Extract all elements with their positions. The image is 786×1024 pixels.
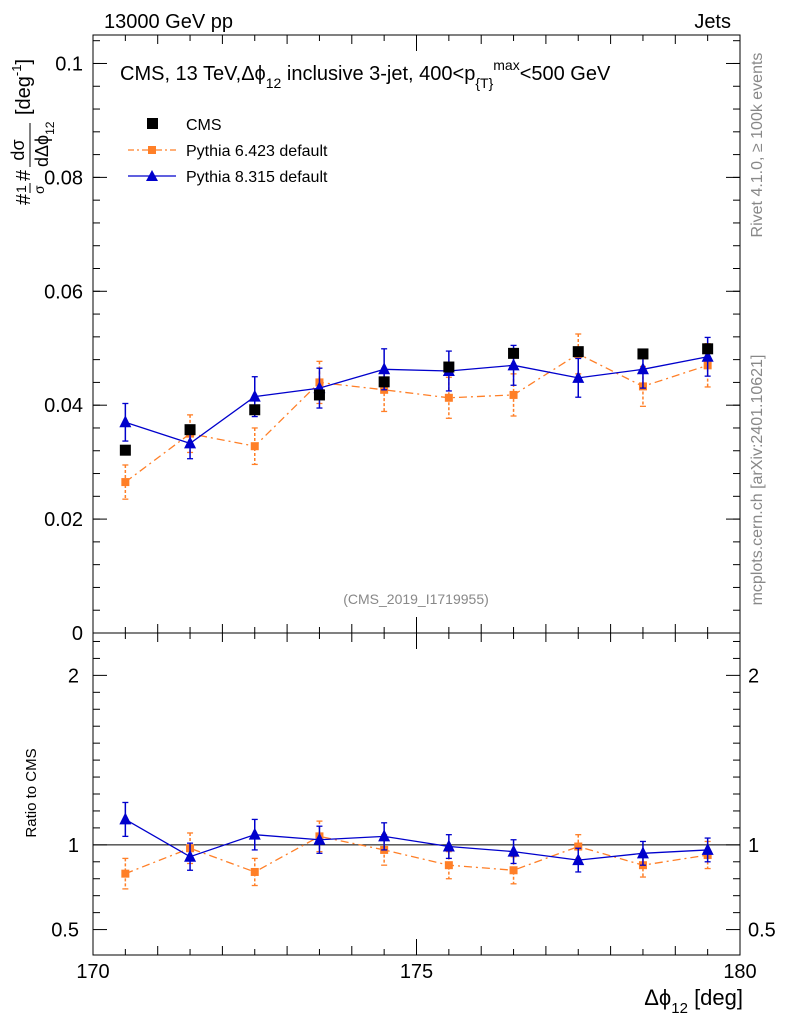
ratio-pythia-6-423-default-point (250, 867, 259, 876)
x-axis-label: Δϕ12 [deg] (644, 985, 743, 1017)
legend-pythia8-marker (146, 170, 158, 181)
main-pythia-8-315-default-point (378, 362, 391, 375)
ratio-pythia-8-315-default-point (636, 846, 649, 859)
ratio-y-tick-label-right: 0.5 (748, 920, 776, 942)
ratio-pythia-6-423-default-point (444, 861, 453, 870)
legend-cms-label: CMS (186, 117, 222, 134)
main-pythia-8-315-default-point (572, 370, 585, 383)
ratio-y-tick-label-right: 2 (748, 665, 759, 687)
main-y-tick-label: 0.08 (44, 167, 83, 189)
main-cms-point (378, 376, 390, 388)
energy-label: 13000 GeV pp (104, 11, 233, 33)
ratio-pythia-6-423-default-point (574, 842, 583, 851)
main-pythia-8-315-default-point (119, 415, 132, 428)
ratio-pythia-8-315-default-point (442, 839, 455, 852)
main-pythia-6-423-default-point (121, 478, 130, 487)
ratio-pythia-8-315-default-point (378, 829, 391, 842)
svg-text:#: # (13, 193, 35, 205)
legend-pythia6-label: Pythia 6.423 default (186, 143, 328, 160)
main-y-tick-label: 0.02 (44, 509, 83, 531)
main-cms-point (249, 404, 261, 416)
main-cms-point (119, 444, 131, 456)
main-pythia-8-315-default-point (184, 436, 197, 449)
main-cms-point (443, 361, 455, 373)
ratio-y-tick-label: 0.5 (51, 920, 79, 942)
main-y-tick-label: 0.1 (55, 53, 83, 75)
legend-cms-marker (147, 118, 158, 129)
main-cms-point (637, 348, 649, 360)
legend-pythia8-label: Pythia 8.315 default (186, 169, 328, 186)
mcplots-label: mcplots.cern.ch [arXiv:2401.10621] (749, 355, 766, 606)
analysis-id-watermark: (CMS_2019_I1719955) (343, 591, 489, 607)
ratio-y-axis-label: Ratio to CMS (23, 748, 40, 837)
x-tick-label: 180 (723, 961, 756, 983)
legend-pythia6-marker (148, 146, 156, 154)
ratio-pythia-8-315-default-line (125, 818, 708, 861)
main-pythia-8-315-default-point (507, 358, 520, 371)
ratio-pythia-8-315-default-point (701, 842, 714, 855)
main-pythia-6-423-default-point (444, 393, 453, 402)
main-data-marks (119, 333, 714, 500)
main-pythia-8-315-default-point (636, 362, 649, 375)
ratio-pythia-8-315-default-point (572, 853, 585, 866)
main-pythia-6-423-default-point (509, 390, 518, 399)
svg-text:dσ: dσ (8, 139, 28, 160)
rivet-version-label: Rivet 4.1.0, ≥ 100k events (749, 53, 766, 238)
legend: CMS Pythia 6.423 default Pythia 8.315 de… (128, 117, 328, 186)
main-pythia-6-423-default-point (250, 442, 259, 451)
ratio-y-tick-label-right: 1 (748, 835, 759, 857)
ratio-y-tick-label: 2 (68, 665, 79, 687)
main-pythia-6-423-default-line (124, 353, 708, 483)
main-cms-point (313, 389, 325, 401)
svg-text:dΔϕ12: dΔϕ12 (32, 121, 57, 167)
main-y-tick-label: 0.06 (44, 281, 83, 303)
jets-label: Jets (694, 11, 731, 33)
main-cms-point (184, 424, 196, 436)
main-cms-point (572, 346, 584, 358)
ratio-pythia-8-315-default-point (313, 832, 326, 845)
main-pythia-8-315-default-point (248, 389, 261, 402)
ratio-data-marks (119, 801, 714, 890)
main-y-tick-label: 0.04 (44, 395, 83, 417)
main-cms-point (702, 343, 714, 355)
main-cms-point (508, 347, 520, 359)
main-y-tick-label: 0 (72, 623, 83, 645)
svg-text:σ: σ (31, 185, 47, 194)
ratio-pythia-6-423-default-point (121, 869, 130, 878)
main-pythia-8-315-default-point (701, 349, 714, 362)
main-axis-ticks: 0 0.02 0.04 0.06 0.08 0.1 (44, 35, 741, 645)
ratio-axis-ticks: 170 175 180 0.5 0.5 1 1 2 2 (51, 633, 776, 983)
ratio-pythia-6-423-default-line (125, 835, 708, 875)
ratio-pythia-8-315-default-point (184, 849, 197, 862)
ratio-pythia-8-315-default-point (507, 844, 520, 857)
svg-text:#: # (13, 169, 35, 181)
chart-title: CMS, 13 TeV,Δϕ12 inclusive 3-jet, 400<p{… (120, 57, 611, 91)
ratio-y-tick-label: 1 (68, 835, 79, 857)
ratio-pythia-8-315-default-point (248, 827, 261, 840)
svg-text:1: 1 (13, 185, 29, 193)
x-tick-label: 170 (76, 961, 109, 983)
x-tick-label: 175 (400, 961, 433, 983)
main-y-axis-label: # 1 σ # dσ dΔϕ12 [deg-1] (8, 59, 57, 205)
ratio-panel-frame (92, 632, 741, 956)
ratio-pythia-8-315-default-point (119, 812, 132, 825)
ratio-pythia-6-423-default-point (509, 866, 518, 875)
main-pythia-8-315-default-line (125, 356, 708, 445)
svg-text:[deg-1]: [deg-1] (9, 59, 35, 115)
